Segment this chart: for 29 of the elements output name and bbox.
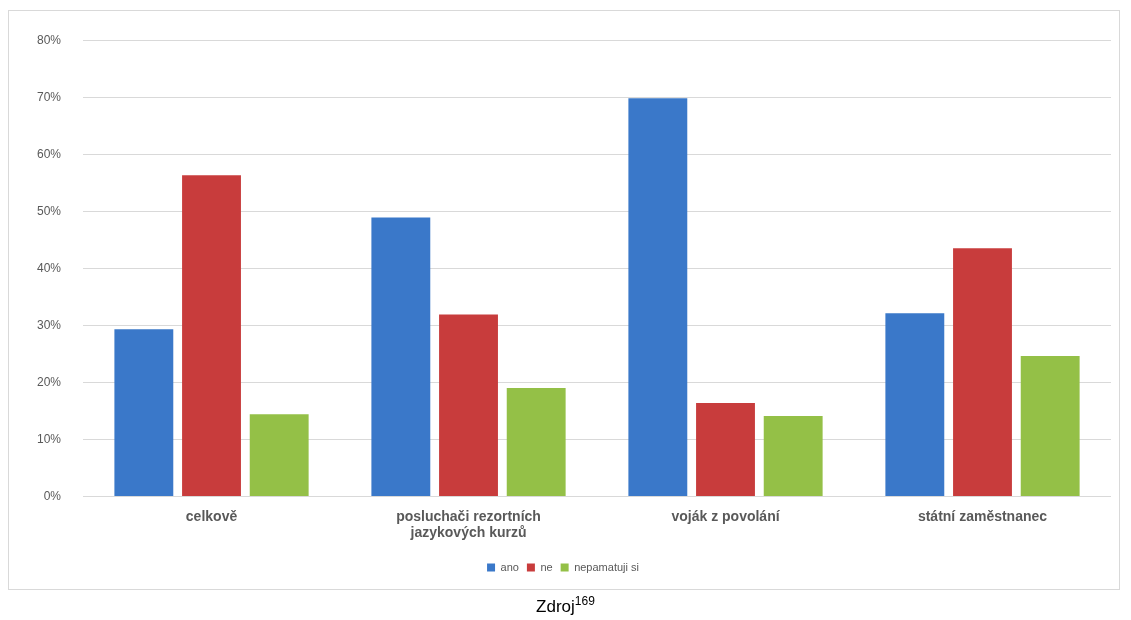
text: Zdroj$^{169}$	[535, 594, 596, 617]
legend-label: ne	[540, 560, 553, 573]
x-tick-label: státní zaměstnanec	[917, 507, 1048, 524]
y-tick-label: 50%	[36, 203, 62, 218]
y-tick-label: 30%	[36, 317, 62, 332]
x-tick-label: celkově	[185, 507, 238, 524]
bar	[249, 414, 309, 496]
bar	[763, 416, 823, 496]
bar	[1020, 356, 1080, 496]
y-tick-label: 10%	[36, 431, 62, 446]
bar	[696, 402, 755, 496]
bar	[439, 314, 498, 496]
legend-label: ano	[500, 560, 519, 573]
bar	[506, 388, 566, 496]
legend-label: nepamatuji si	[574, 560, 639, 573]
y-tick-label: 40%	[36, 260, 62, 275]
bar	[182, 175, 241, 496]
y-tick-label: 80%	[36, 32, 62, 47]
bar	[114, 329, 174, 496]
y-tick-label: 60%	[36, 146, 62, 161]
bar	[953, 248, 1012, 496]
x-tick-label: voják z povolání	[671, 507, 781, 524]
x-tick-label: posluchači rezortních jazykových kurzů	[396, 507, 541, 541]
bar	[371, 217, 431, 496]
y-tick-label: 0%	[43, 488, 62, 503]
y-tick-label: 70%	[36, 89, 62, 104]
bar	[885, 313, 945, 496]
y-tick-label: 20%	[36, 374, 62, 389]
bar	[628, 98, 688, 496]
